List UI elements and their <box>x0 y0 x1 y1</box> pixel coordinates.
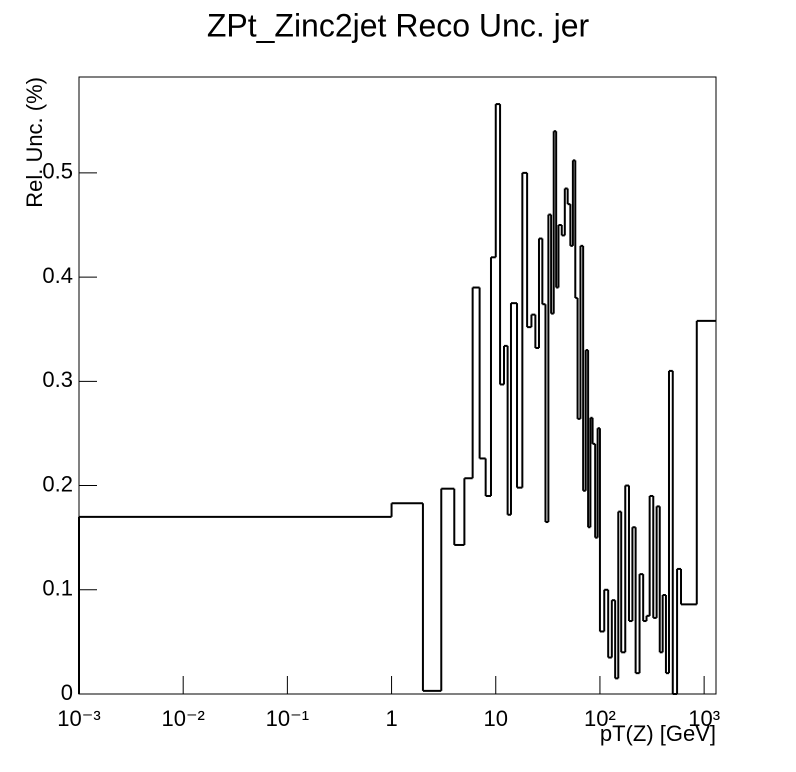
x-tick-label: 10 <box>484 706 508 731</box>
y-tick-label: 0.4 <box>42 263 73 288</box>
y-tick-label: 0.2 <box>42 471 73 496</box>
chart-title: ZPt_Zinc2jet Reco Unc. jer <box>207 7 590 43</box>
y-axis-label: Rel. Unc. (%) <box>22 77 47 208</box>
y-tick-label: 0.1 <box>42 576 73 601</box>
plot-frame <box>78 76 717 695</box>
x-tick-label: 1 <box>385 706 397 731</box>
x-axis-label: pT(Z) [GeV] <box>600 721 716 746</box>
y-tick-label: 0 <box>61 680 73 705</box>
y-tick-label: 0.5 <box>42 159 73 184</box>
x-tick-label: 10⁻³ <box>57 706 100 731</box>
x-tick-label: 10² <box>584 706 616 731</box>
x-tick-label: 10³ <box>688 706 720 731</box>
y-tick-label: 0.3 <box>42 367 73 392</box>
x-tick-label: 10⁻¹ <box>266 706 309 731</box>
x-tick-label: 10⁻² <box>161 706 204 731</box>
